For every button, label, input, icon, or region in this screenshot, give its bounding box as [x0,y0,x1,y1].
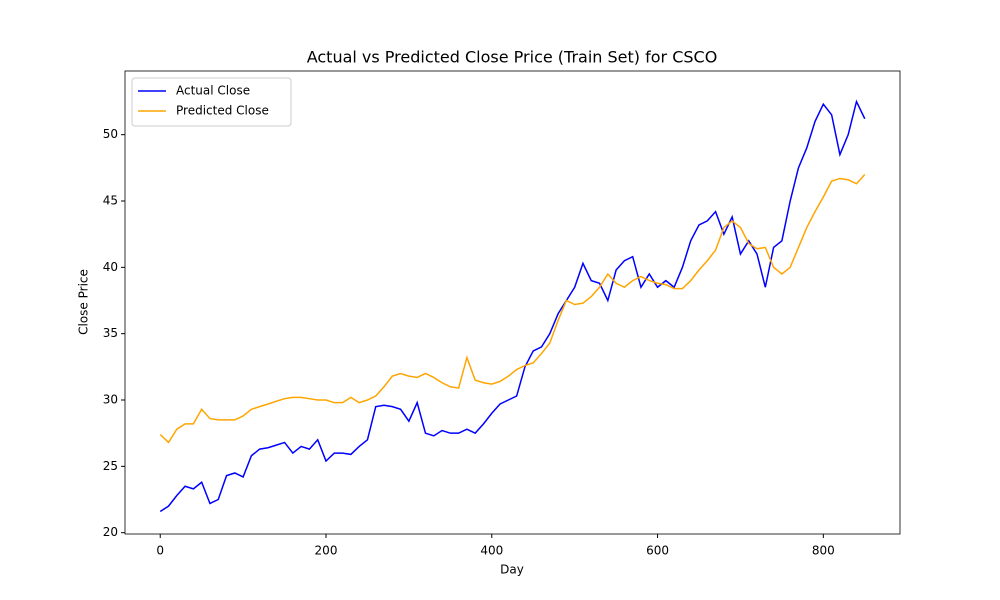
chart-title: Actual vs Predicted Close Price (Train S… [307,48,718,67]
x-tick-label: 0 [156,544,164,558]
x-tick-label: 200 [315,544,338,558]
y-tick-label: 40 [103,260,118,274]
x-axis-label: Day [500,563,524,577]
y-tick-label: 45 [103,194,118,208]
series-line [159,99,866,513]
y-axis-label: Close Price [77,269,91,335]
series-line [159,173,866,444]
y-tick-label: 25 [103,459,118,473]
legend-box [131,77,292,127]
x-tick-label: 800 [812,544,835,558]
y-tick-label: 50 [103,127,118,141]
plot-frame [124,70,901,535]
x-tick-label: 600 [646,544,669,558]
y-tick-label: 35 [103,326,118,340]
y-tick-label: 30 [103,393,118,407]
y-tick-label: 20 [103,525,118,539]
legend-label: Predicted Close [176,104,269,118]
legend-label: Actual Close [176,84,250,98]
x-tick-label: 400 [480,544,503,558]
